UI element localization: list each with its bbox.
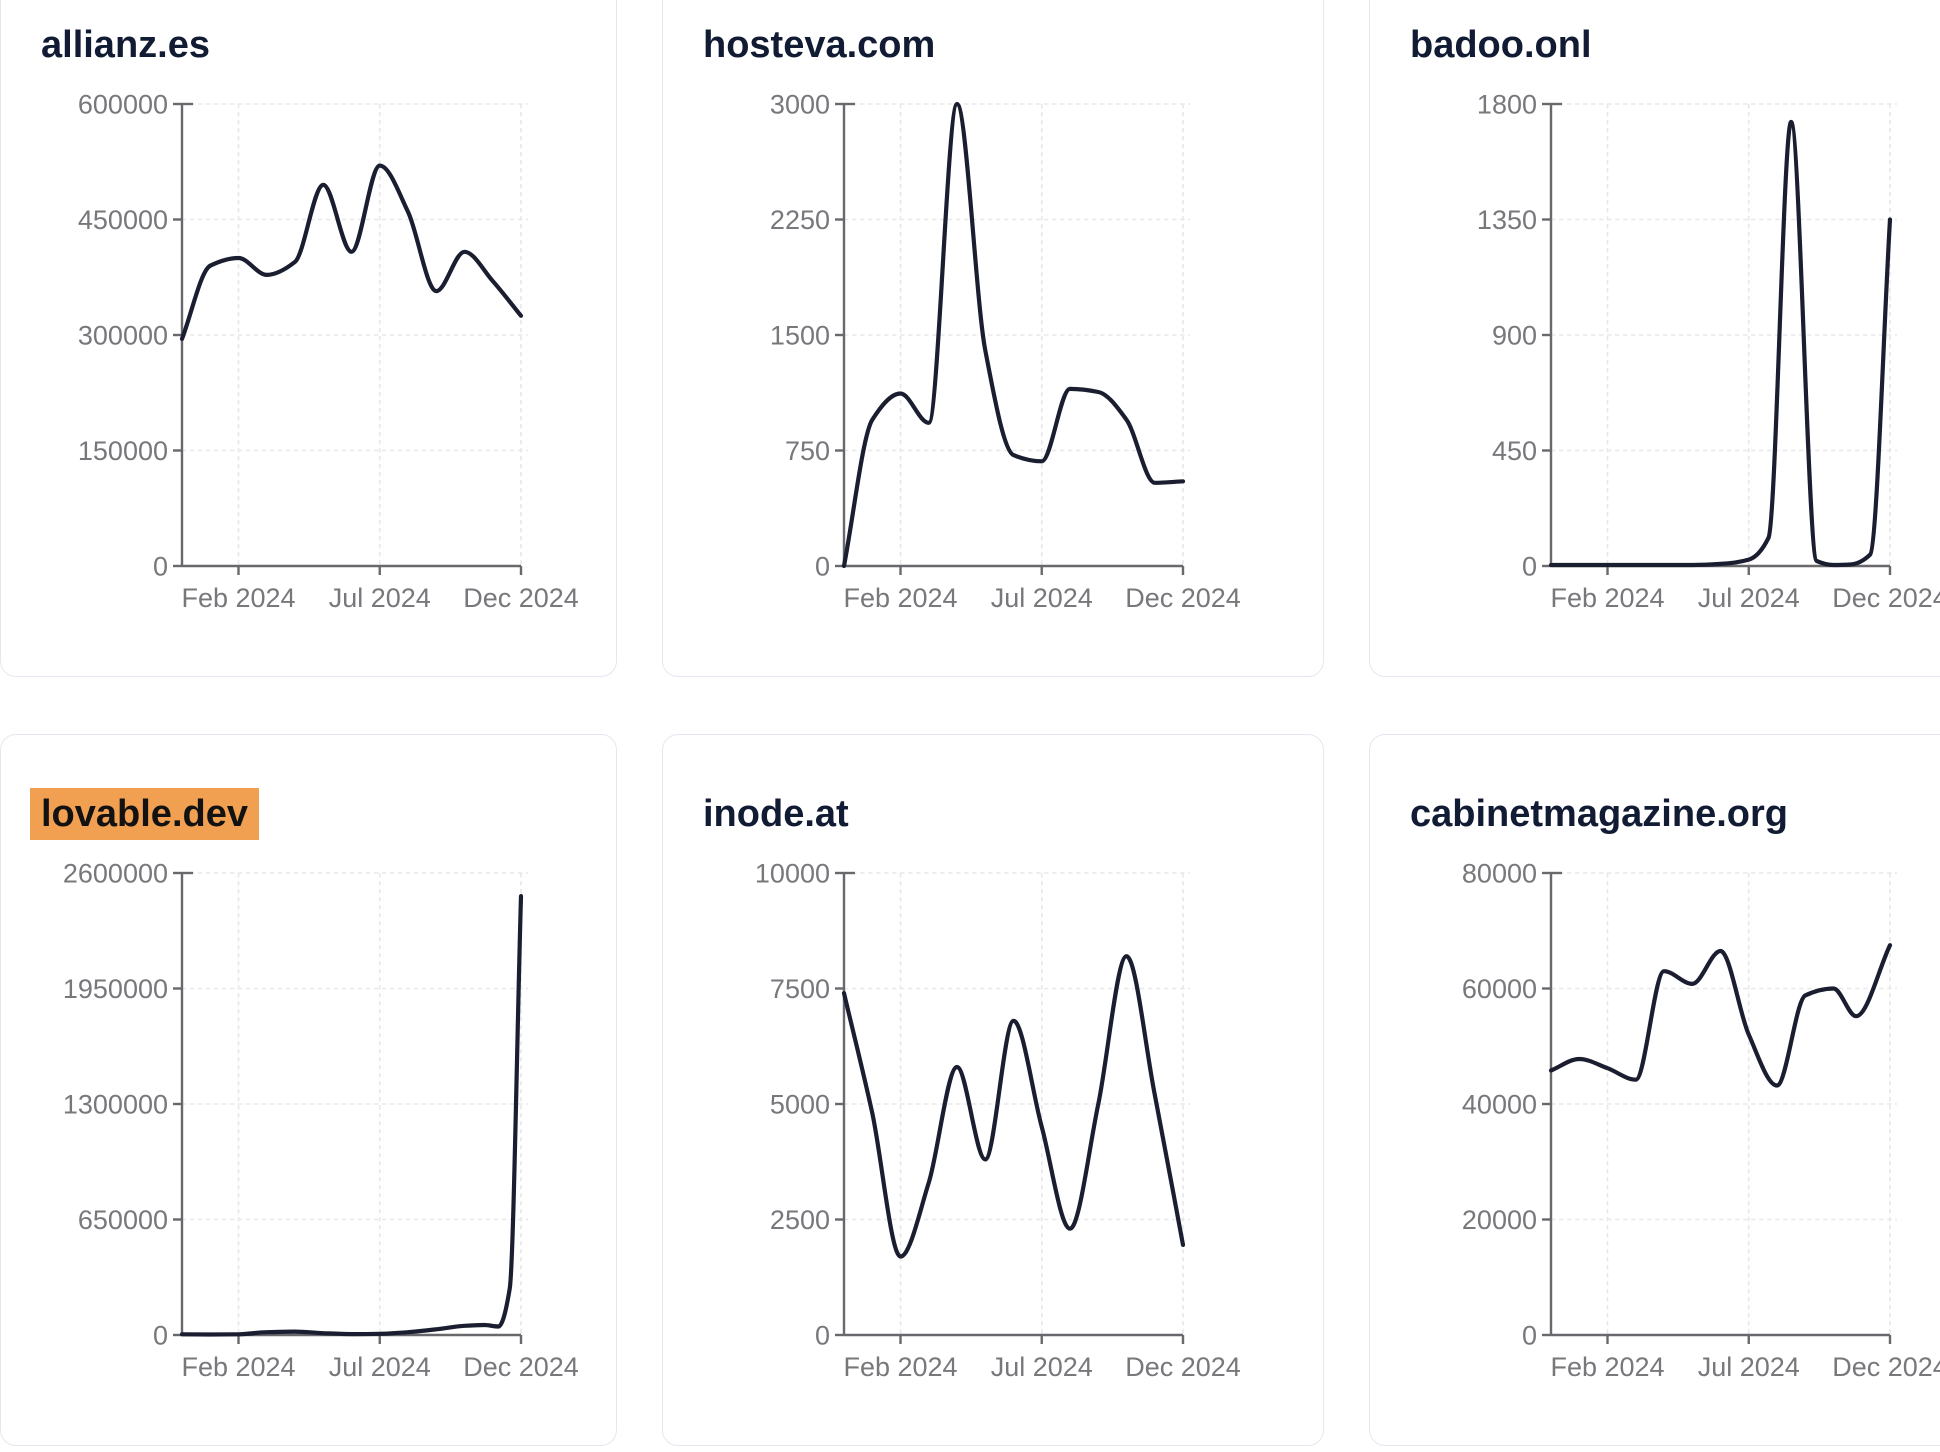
domain-title: inode.at bbox=[703, 791, 849, 839]
x-tick-label: Jul 2024 bbox=[329, 1352, 431, 1382]
y-tick-label: 300000 bbox=[78, 321, 168, 351]
gridlines bbox=[844, 103, 1190, 566]
axes bbox=[835, 871, 1185, 1344]
y-tick-label: 7500 bbox=[770, 974, 830, 1004]
traffic-line bbox=[179, 894, 524, 1337]
domain-traffic-card-badoo.onl[interactable]: badoo.onl 0 450 900 1350 1800 Feb 2024 Jul 202… bbox=[1369, 0, 1940, 677]
y-tick-label: 0 bbox=[815, 1321, 830, 1351]
y-tick-label: 450000 bbox=[78, 205, 168, 235]
y-tick-label: 0 bbox=[153, 552, 168, 582]
x-tick-label: Dec 2024 bbox=[463, 583, 579, 613]
y-tick-label: 1800 bbox=[1477, 90, 1537, 120]
axes bbox=[173, 871, 523, 1344]
x-tick-label: Feb 2024 bbox=[843, 1352, 957, 1382]
domain-title: badoo.onl bbox=[1410, 22, 1592, 70]
traffic-line-chart: 0 750 1500 2250 3000 Feb 2024 Jul 2024 Dec 2024 bbox=[770, 90, 1241, 614]
y-tick-label: 600000 bbox=[78, 90, 168, 120]
x-tick-label: Feb 2024 bbox=[1550, 1352, 1664, 1382]
axes bbox=[173, 102, 523, 575]
domain-traffic-card-lovable.dev[interactable]: lovable.dev 0 650000 1300000 1950000 2600000… bbox=[0, 734, 617, 1446]
y-tick-label: 60000 bbox=[1462, 974, 1537, 1004]
gridlines bbox=[182, 872, 528, 1335]
traffic-line-chart: 0 150000 300000 450000 600000 Feb 2024 Jul 202… bbox=[78, 90, 579, 614]
traffic-line bbox=[179, 163, 524, 341]
y-tick-label: 750 bbox=[785, 436, 830, 466]
axes bbox=[1542, 102, 1892, 575]
y-tick-label: 10000 bbox=[755, 859, 830, 889]
domain-title-text: hosteva.com bbox=[703, 24, 936, 66]
y-tick-label: 900 bbox=[1492, 321, 1537, 351]
x-tick-label: Dec 2024 bbox=[1125, 583, 1241, 613]
y-tick-label: 1350 bbox=[1477, 205, 1537, 235]
y-tick-label: 0 bbox=[1522, 552, 1537, 582]
x-tick-label: Dec 2024 bbox=[1832, 583, 1940, 613]
domain-traffic-card-allianz.es[interactable]: allianz.es 0 150000 300000 450000 600000 Feb … bbox=[0, 0, 617, 677]
tick-labels: 0 2500 5000 7500 10000 Feb 2024 Jul 2024 Dec 20… bbox=[755, 859, 1241, 1383]
y-tick-label: 0 bbox=[815, 552, 830, 582]
domain-title-text: cabinetmagazine.org bbox=[1410, 793, 1788, 835]
traffic-line bbox=[841, 954, 1186, 1259]
domain-title: cabinetmagazine.org bbox=[1410, 791, 1788, 839]
y-tick-label: 20000 bbox=[1462, 1205, 1537, 1235]
traffic-line-chart: 0 450 900 1350 1800 Feb 2024 Jul 2024 Dec 2024 bbox=[1477, 90, 1940, 614]
domain-traffic-card-hosteva.com[interactable]: hosteva.com 0 750 1500 2250 3000 Feb 2024 Jul … bbox=[662, 0, 1324, 677]
tick-labels: 0 750 1500 2250 3000 Feb 2024 Jul 2024 Dec 2024 bbox=[770, 90, 1241, 614]
y-tick-label: 150000 bbox=[78, 436, 168, 466]
y-tick-label: 1300000 bbox=[63, 1090, 168, 1120]
domain-title: lovable.dev bbox=[30, 788, 259, 840]
domain-traffic-card-cabinetmagazine.org[interactable]: cabinetmagazine.org 0 20000 40000 60000 8000… bbox=[1369, 734, 1940, 1446]
x-tick-label: Dec 2024 bbox=[463, 1352, 579, 1382]
y-tick-label: 450 bbox=[1492, 436, 1537, 466]
x-tick-label: Jul 2024 bbox=[1698, 1352, 1800, 1382]
x-tick-label: Feb 2024 bbox=[843, 583, 957, 613]
y-tick-label: 0 bbox=[1522, 1321, 1537, 1351]
gridlines bbox=[1551, 103, 1897, 566]
y-tick-label: 2500 bbox=[770, 1205, 830, 1235]
y-tick-label: 80000 bbox=[1462, 859, 1537, 889]
x-tick-label: Dec 2024 bbox=[1832, 1352, 1940, 1382]
domain-title-text: inode.at bbox=[703, 793, 849, 835]
gridlines bbox=[1551, 872, 1897, 1335]
x-tick-label: Feb 2024 bbox=[181, 583, 295, 613]
domain-title-text-highlighted: lovable.dev bbox=[30, 788, 259, 840]
y-tick-label: 650000 bbox=[78, 1205, 168, 1235]
traffic-line bbox=[841, 101, 1186, 569]
y-tick-label: 3000 bbox=[770, 90, 830, 120]
domain-title: allianz.es bbox=[41, 22, 210, 70]
tick-labels: 0 20000 40000 60000 80000 Feb 2024 Jul 2024 Dec… bbox=[1462, 859, 1940, 1383]
gridlines bbox=[844, 872, 1190, 1335]
traffic-line-chart: 0 2500 5000 7500 10000 Feb 2024 Jul 2024 Dec 20… bbox=[755, 859, 1241, 1383]
tick-labels: 0 450 900 1350 1800 Feb 2024 Jul 2024 Dec 2024 bbox=[1477, 90, 1940, 614]
domain-traffic-card-inode.at[interactable]: inode.at 0 2500 5000 7500 10000 Feb 2024 Jul 2… bbox=[662, 734, 1324, 1446]
domain-title-text: badoo.onl bbox=[1410, 24, 1592, 66]
y-tick-label: 2250 bbox=[770, 205, 830, 235]
x-tick-label: Dec 2024 bbox=[1125, 1352, 1241, 1382]
y-tick-label: 1500 bbox=[770, 321, 830, 351]
tick-labels: 0 150000 300000 450000 600000 Feb 2024 Jul 202… bbox=[78, 90, 579, 614]
traffic-line-chart: 0 650000 1300000 1950000 2600000 Feb 2024 Jul … bbox=[63, 859, 579, 1383]
traffic-line-chart: 0 20000 40000 60000 80000 Feb 2024 Jul 2024 Dec… bbox=[1462, 859, 1940, 1383]
gridlines bbox=[182, 103, 528, 566]
traffic-line bbox=[1548, 943, 1893, 1088]
x-tick-label: Feb 2024 bbox=[181, 1352, 295, 1382]
domain-title-text: allianz.es bbox=[41, 24, 210, 66]
x-tick-label: Jul 2024 bbox=[329, 583, 431, 613]
axes bbox=[1542, 871, 1892, 1344]
x-tick-label: Jul 2024 bbox=[991, 583, 1093, 613]
tick-labels: 0 650000 1300000 1950000 2600000 Feb 2024 Jul … bbox=[63, 859, 579, 1383]
y-tick-label: 1950000 bbox=[63, 974, 168, 1004]
y-tick-label: 5000 bbox=[770, 1090, 830, 1120]
y-tick-label: 40000 bbox=[1462, 1090, 1537, 1120]
y-tick-label: 2600000 bbox=[63, 859, 168, 889]
y-tick-label: 0 bbox=[153, 1321, 168, 1351]
x-tick-label: Jul 2024 bbox=[991, 1352, 1093, 1382]
x-tick-label: Feb 2024 bbox=[1550, 583, 1664, 613]
x-tick-label: Jul 2024 bbox=[1698, 583, 1800, 613]
traffic-line bbox=[1548, 119, 1893, 568]
axes bbox=[835, 102, 1185, 575]
domain-title: hosteva.com bbox=[703, 22, 935, 70]
